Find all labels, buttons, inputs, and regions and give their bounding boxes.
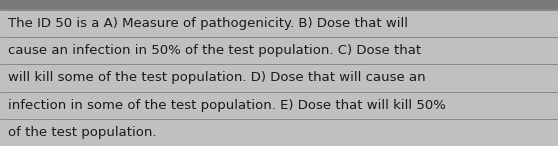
Bar	[0, 10, 558, 37]
Bar	[0, 0, 558, 10]
Text: cause an infection in 50% of the test population. C) Dose that: cause an infection in 50% of the test po…	[8, 44, 421, 57]
Text: The ID 50 is a A) Measure of pathogenicity. B) Dose that will: The ID 50 is a A) Measure of pathogenici…	[8, 17, 408, 30]
Bar	[0, 92, 558, 119]
Text: infection in some of the test population. E) Dose that will kill 50%: infection in some of the test population…	[8, 99, 446, 112]
Bar	[0, 119, 558, 146]
Bar	[0, 64, 558, 92]
Text: of the test population.: of the test population.	[8, 126, 156, 139]
Bar	[0, 37, 558, 64]
Text: will kill some of the test population. D) Dose that will cause an: will kill some of the test population. D…	[8, 72, 426, 85]
